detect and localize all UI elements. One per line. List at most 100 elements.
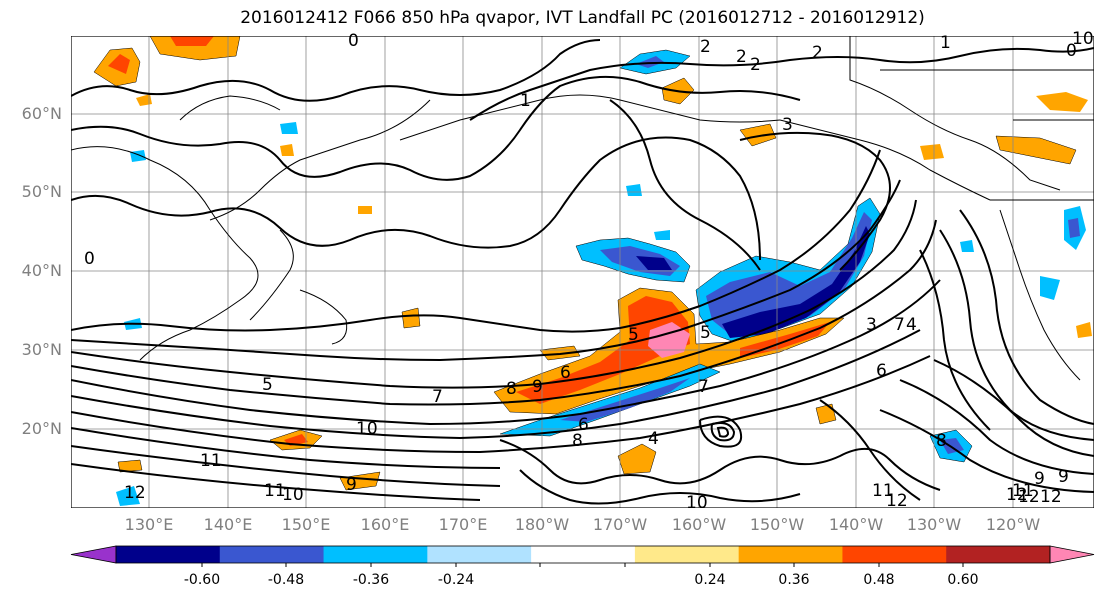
colorbar-swatch: [842, 546, 947, 563]
contour-label: 1: [520, 91, 531, 111]
shade-patch: [280, 122, 298, 134]
contour-label: 9: [1058, 467, 1069, 487]
contour-label: 0: [348, 31, 359, 51]
contour-label: 9: [1034, 469, 1045, 489]
lon-label-130w: 130°W: [906, 515, 962, 534]
lon-label-120w: 120°W: [985, 515, 1041, 534]
contour-label: 8: [572, 431, 583, 451]
contour-label: 8: [506, 379, 517, 399]
contour-label: 2: [750, 55, 761, 75]
shade-patch: [960, 240, 974, 252]
colorbar-swatch: [946, 546, 1051, 563]
contour-label: 10: [356, 419, 378, 439]
colorbar-extend-low: [70, 545, 117, 564]
contour-label: 7: [432, 387, 443, 407]
contour-label: 4: [648, 429, 659, 449]
contour-label: 12: [1040, 487, 1062, 507]
contour-label: 9: [532, 377, 543, 397]
shade-patch: [136, 94, 152, 106]
contour-label: 6: [578, 415, 589, 435]
contour-label: 10: [1072, 29, 1094, 49]
lon-label-130e: 130°E: [124, 515, 174, 534]
colorbar-extend-high: [1049, 545, 1095, 564]
coastlines: [71, 36, 1094, 381]
shade-patch: [706, 212, 872, 336]
shade-patch: [920, 144, 944, 160]
colorbar-swatch: [219, 546, 325, 563]
lon-label-170w: 170°W: [592, 515, 648, 534]
lon-label-150e: 150°E: [281, 515, 331, 534]
shade-patch: [170, 36, 214, 46]
shade-patch: [149, 36, 241, 61]
colorbar-tick-label: 0.24: [694, 572, 726, 588]
shade-patch: [1036, 92, 1088, 112]
shade-patch: [626, 184, 642, 196]
contour-label: 11: [1012, 481, 1034, 501]
contour-label: 0: [84, 249, 95, 269]
contour-label: 11: [264, 481, 286, 501]
lon-label-180w: 180°W: [514, 515, 570, 534]
contour-label: 10: [282, 485, 304, 505]
map-title: 2016012412 F066 850 hPa qvapor, IVT Land…: [240, 8, 925, 28]
colorbar-frame: [115, 545, 1051, 564]
shade-patch: [995, 135, 1077, 165]
contour-lines: [71, 39, 1094, 505]
colorbar-tick-label: 0.36: [778, 572, 810, 588]
shade-patch: [1068, 218, 1080, 238]
contour-label: 12: [1018, 487, 1040, 507]
shade-patch: [1040, 276, 1060, 300]
shade-patch: [617, 443, 657, 475]
contour-label: 8: [936, 431, 947, 451]
contour-label: 12: [124, 483, 146, 503]
lon-label-150w: 150°W: [749, 515, 805, 534]
lon-label-160w: 160°W: [671, 515, 727, 534]
contour-label-group: 0 1 2 2 2 2 1 0 3 5 6 7 8 9 10 11 12 12 …: [84, 29, 1094, 513]
contour-label: 11: [872, 481, 894, 501]
contour-label: 3: [782, 115, 793, 135]
shade-patch: [116, 486, 140, 506]
colorbar-tick-label: -0.24: [437, 572, 475, 588]
lon-label-140e: 140°E: [203, 515, 253, 534]
contour-label: 7: [894, 315, 905, 335]
contour-label: 3: [866, 315, 877, 335]
contour-label: 12: [1006, 485, 1028, 505]
shade-patch: [117, 459, 143, 473]
colorbar-swatch: [427, 546, 532, 563]
colorbar-tick-label: -0.60: [183, 572, 221, 588]
contour-label: 4: [906, 315, 917, 335]
colorbar-swatch: [323, 546, 428, 563]
shading-layer: [93, 36, 1092, 506]
contour-label: 7: [698, 377, 709, 397]
lon-label-170e: 170°E: [438, 515, 488, 534]
contour-label: 11: [200, 451, 222, 471]
contour-label: 2: [812, 43, 823, 63]
contour-label: 0: [1066, 41, 1077, 61]
shade-patch: [358, 206, 372, 214]
contour-label: 12: [886, 491, 908, 511]
lat-label-30n: 30°N: [21, 340, 62, 359]
colorbar-swatch: [738, 546, 843, 563]
contour-label: 5: [628, 325, 639, 345]
colorbar-tick-label: -0.48: [267, 572, 305, 588]
lon-label-140w: 140°W: [828, 515, 884, 534]
lat-label-60n: 60°N: [21, 104, 62, 123]
shade-patch: [401, 307, 421, 329]
colorbar-swatch: [116, 546, 221, 563]
shade-patch: [636, 56, 664, 68]
lon-label-160e: 160°E: [360, 515, 410, 534]
contour-label: 9: [346, 475, 357, 495]
shade-patch: [636, 256, 672, 270]
contour-label: 5: [700, 323, 711, 343]
shade-patch: [280, 144, 294, 156]
contour-label: 2: [700, 37, 711, 57]
shade-patch: [1076, 322, 1092, 338]
contour-label: 6: [876, 361, 887, 381]
colorbar-swatch: [634, 546, 740, 563]
contour-label: 1: [940, 33, 951, 53]
colorbar-swatch: [531, 546, 636, 563]
lat-label-40n: 40°N: [21, 261, 62, 280]
shade-patch: [108, 54, 130, 74]
colorbar-tick-label: 0.60: [947, 572, 979, 588]
